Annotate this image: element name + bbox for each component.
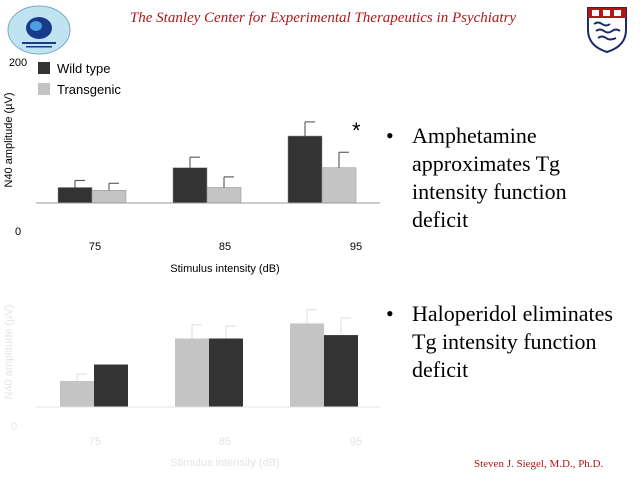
x-tick-label-c1-95: 95 (350, 436, 362, 448)
y-axis-label-c0: N40 amplitude (µV) (3, 93, 15, 188)
y-tick-label-c0-200: 200 (9, 57, 27, 69)
bar-c0-s1-75 (91, 190, 127, 204)
x-tick-label-c1-85: 85 (219, 436, 231, 448)
x-tick-label-c0-85: 85 (219, 241, 231, 253)
bar-c0-s0-95 (287, 135, 323, 204)
slide-title: The Stanley Center for Experimental Ther… (129, 10, 517, 26)
bar-c0-s1-85 (206, 187, 242, 204)
stanley-center-logo-icon (7, 5, 71, 55)
bullet-haloperidol: • Haloperidol eliminates Tg intensity fun… (386, 301, 613, 382)
author-credit: Steven J. Siegel, M.D., Ph.D. (474, 458, 604, 470)
penn-shield-icon (587, 7, 627, 54)
bar-c0-s0-75 (57, 187, 93, 204)
y-axis-label-c1: N40 amplitude (µV) (3, 305, 15, 400)
bar-c1-s1-95 (324, 335, 358, 407)
bar-c0-s1-95 (321, 167, 357, 204)
bar-c1-s1-85 (209, 338, 243, 407)
bar-c1-s0-75 (60, 380, 94, 407)
bar-c1-s1-75 (94, 364, 128, 407)
y-tick-label-c0-0: 0 (15, 226, 21, 238)
bullet-amphetamine: • Amphetamine approximates Tg intensity f… (386, 123, 567, 232)
bar-c1-s0-95 (290, 323, 324, 407)
y-tick-label-c1-0: 0 (11, 421, 17, 433)
legend-label-0: Wild type (57, 61, 110, 76)
x-tick-label-c0-75: 75 (89, 241, 101, 253)
x-axis-label-c0: Stimulus intensity (dB) (170, 263, 279, 275)
bar-c1-s0-85 (175, 338, 209, 407)
x-tick-label-c0-95: 95 (350, 241, 362, 253)
x-tick-label-c1-75: 75 (89, 436, 101, 448)
bullet-dot-icon: • (386, 301, 394, 326)
legend-swatch-1 (38, 83, 50, 95)
bar-c0-s0-85 (172, 167, 208, 204)
legend-label-1: Transgenic (57, 82, 121, 97)
significance-annotation-0: * (352, 118, 361, 143)
bullet-dot-icon: • (386, 123, 394, 148)
legend-swatch-0 (38, 62, 50, 74)
x-axis-label-c1: Stimulus intensity (dB) (170, 457, 279, 469)
